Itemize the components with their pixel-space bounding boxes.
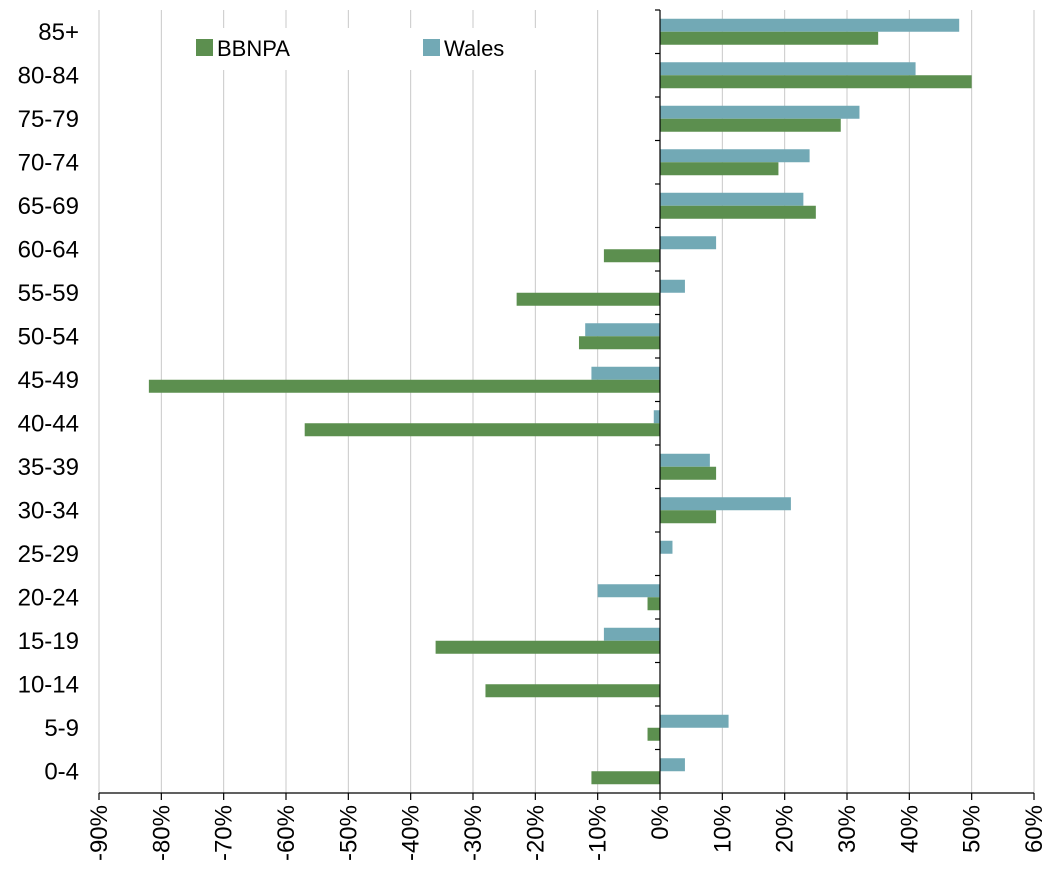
bar-wales-30-34 — [660, 497, 791, 511]
x-tick-label: 20% — [772, 805, 799, 853]
legend-background — [180, 28, 550, 70]
bar-bbnpa-30-34 — [660, 510, 717, 524]
x-tick-label: -50% — [335, 805, 362, 861]
bar-wales-85+ — [660, 18, 960, 32]
bar-wales-60-64 — [660, 236, 717, 250]
x-tick-label: -90% — [86, 805, 113, 861]
bar-wales-35-39 — [660, 453, 710, 467]
bar-wales-0-4 — [660, 758, 685, 772]
category-label: 10-14 — [18, 671, 79, 698]
bar-wales-15-19 — [603, 627, 660, 641]
bars — [148, 18, 972, 785]
category-label: 15-19 — [18, 628, 79, 655]
legend-swatch-bbnpa — [196, 39, 213, 56]
bar-bbnpa-35-39 — [660, 466, 717, 480]
bar-bbnpa-20-24 — [647, 597, 660, 611]
bar-bbnpa-75-79 — [660, 118, 841, 132]
category-label: 5-9 — [44, 715, 79, 742]
category-label: 60-64 — [18, 236, 79, 263]
x-tick-label: -70% — [211, 805, 238, 861]
category-label: 20-24 — [18, 584, 79, 611]
bar-wales-25-29 — [660, 540, 673, 554]
x-tick-label: 30% — [834, 805, 861, 853]
x-tick-labels: -90% -80% -70% -60% -50% -40% -30% -20% -10% 0% 10… — [86, 805, 1048, 861]
bar-bbnpa-5-9 — [647, 727, 660, 741]
category-label: 70-74 — [18, 149, 79, 176]
bar-wales-80-84 — [660, 62, 916, 76]
bar-bbnpa-45-49 — [148, 379, 660, 393]
legend-swatch-wales — [423, 39, 440, 56]
bar-bbnpa-65-69 — [660, 205, 816, 219]
bar-bbnpa-50-54 — [578, 336, 660, 350]
category-label: 55-59 — [18, 280, 79, 307]
bar-wales-50-54 — [585, 323, 660, 337]
bar-bbnpa-0-4 — [591, 771, 660, 785]
x-tick-label: 50% — [959, 805, 986, 853]
gridlines — [98, 10, 1035, 793]
bar-bbnpa-10-14 — [485, 684, 660, 698]
axes — [98, 9, 1035, 800]
bar-bbnpa-40-44 — [304, 423, 660, 437]
bar-wales-5-9 — [660, 714, 729, 728]
legend: BBNPA Wales — [180, 28, 550, 70]
legend-label-wales: Wales — [444, 36, 504, 61]
x-tick-label: -20% — [522, 805, 549, 861]
category-label: 45-49 — [18, 367, 79, 394]
bar-wales-70-74 — [660, 149, 810, 163]
legend-label-bbnpa: BBNPA — [217, 36, 290, 61]
bar-bbnpa-80-84 — [660, 75, 972, 89]
x-tick-label: 10% — [709, 805, 736, 853]
x-tick-label: -10% — [585, 805, 612, 861]
category-label: 80-84 — [18, 62, 79, 89]
x-tick-label: -80% — [148, 805, 175, 861]
x-tick-label: -40% — [398, 805, 425, 861]
bar-wales-75-79 — [660, 105, 860, 119]
bar-wales-55-59 — [660, 279, 685, 293]
x-tick-label: 0% — [647, 805, 674, 840]
category-label: 40-44 — [18, 410, 79, 437]
bar-wales-65-69 — [660, 192, 804, 206]
x-tick-label: -60% — [273, 805, 300, 861]
category-label: 75-79 — [18, 106, 79, 133]
category-label: 65-69 — [18, 193, 79, 220]
category-label: 0-4 — [44, 758, 79, 785]
bar-bbnpa-15-19 — [435, 640, 660, 654]
category-label: 30-34 — [18, 497, 79, 524]
category-label: 35-39 — [18, 454, 79, 481]
x-tick-label: -30% — [460, 805, 487, 861]
bar-bbnpa-70-74 — [660, 162, 779, 176]
bar-bbnpa-55-59 — [516, 292, 660, 306]
category-label: 50-54 — [18, 323, 79, 350]
x-tick-label: 40% — [896, 805, 923, 853]
category-label: 25-29 — [18, 541, 79, 568]
bar-bbnpa-60-64 — [603, 249, 660, 263]
bar-wales-20-24 — [597, 584, 660, 598]
bar-wales-45-49 — [591, 366, 660, 380]
category-labels: 0-4 5-9 10-14 15-19 20-24 25-29 30-34 35-39 40-4… — [18, 19, 79, 786]
category-label: 85+ — [38, 19, 79, 46]
bar-bbnpa-85+ — [660, 31, 879, 45]
x-tick-label: 60% — [1021, 805, 1048, 853]
bar-wales-40-44 — [653, 410, 660, 424]
